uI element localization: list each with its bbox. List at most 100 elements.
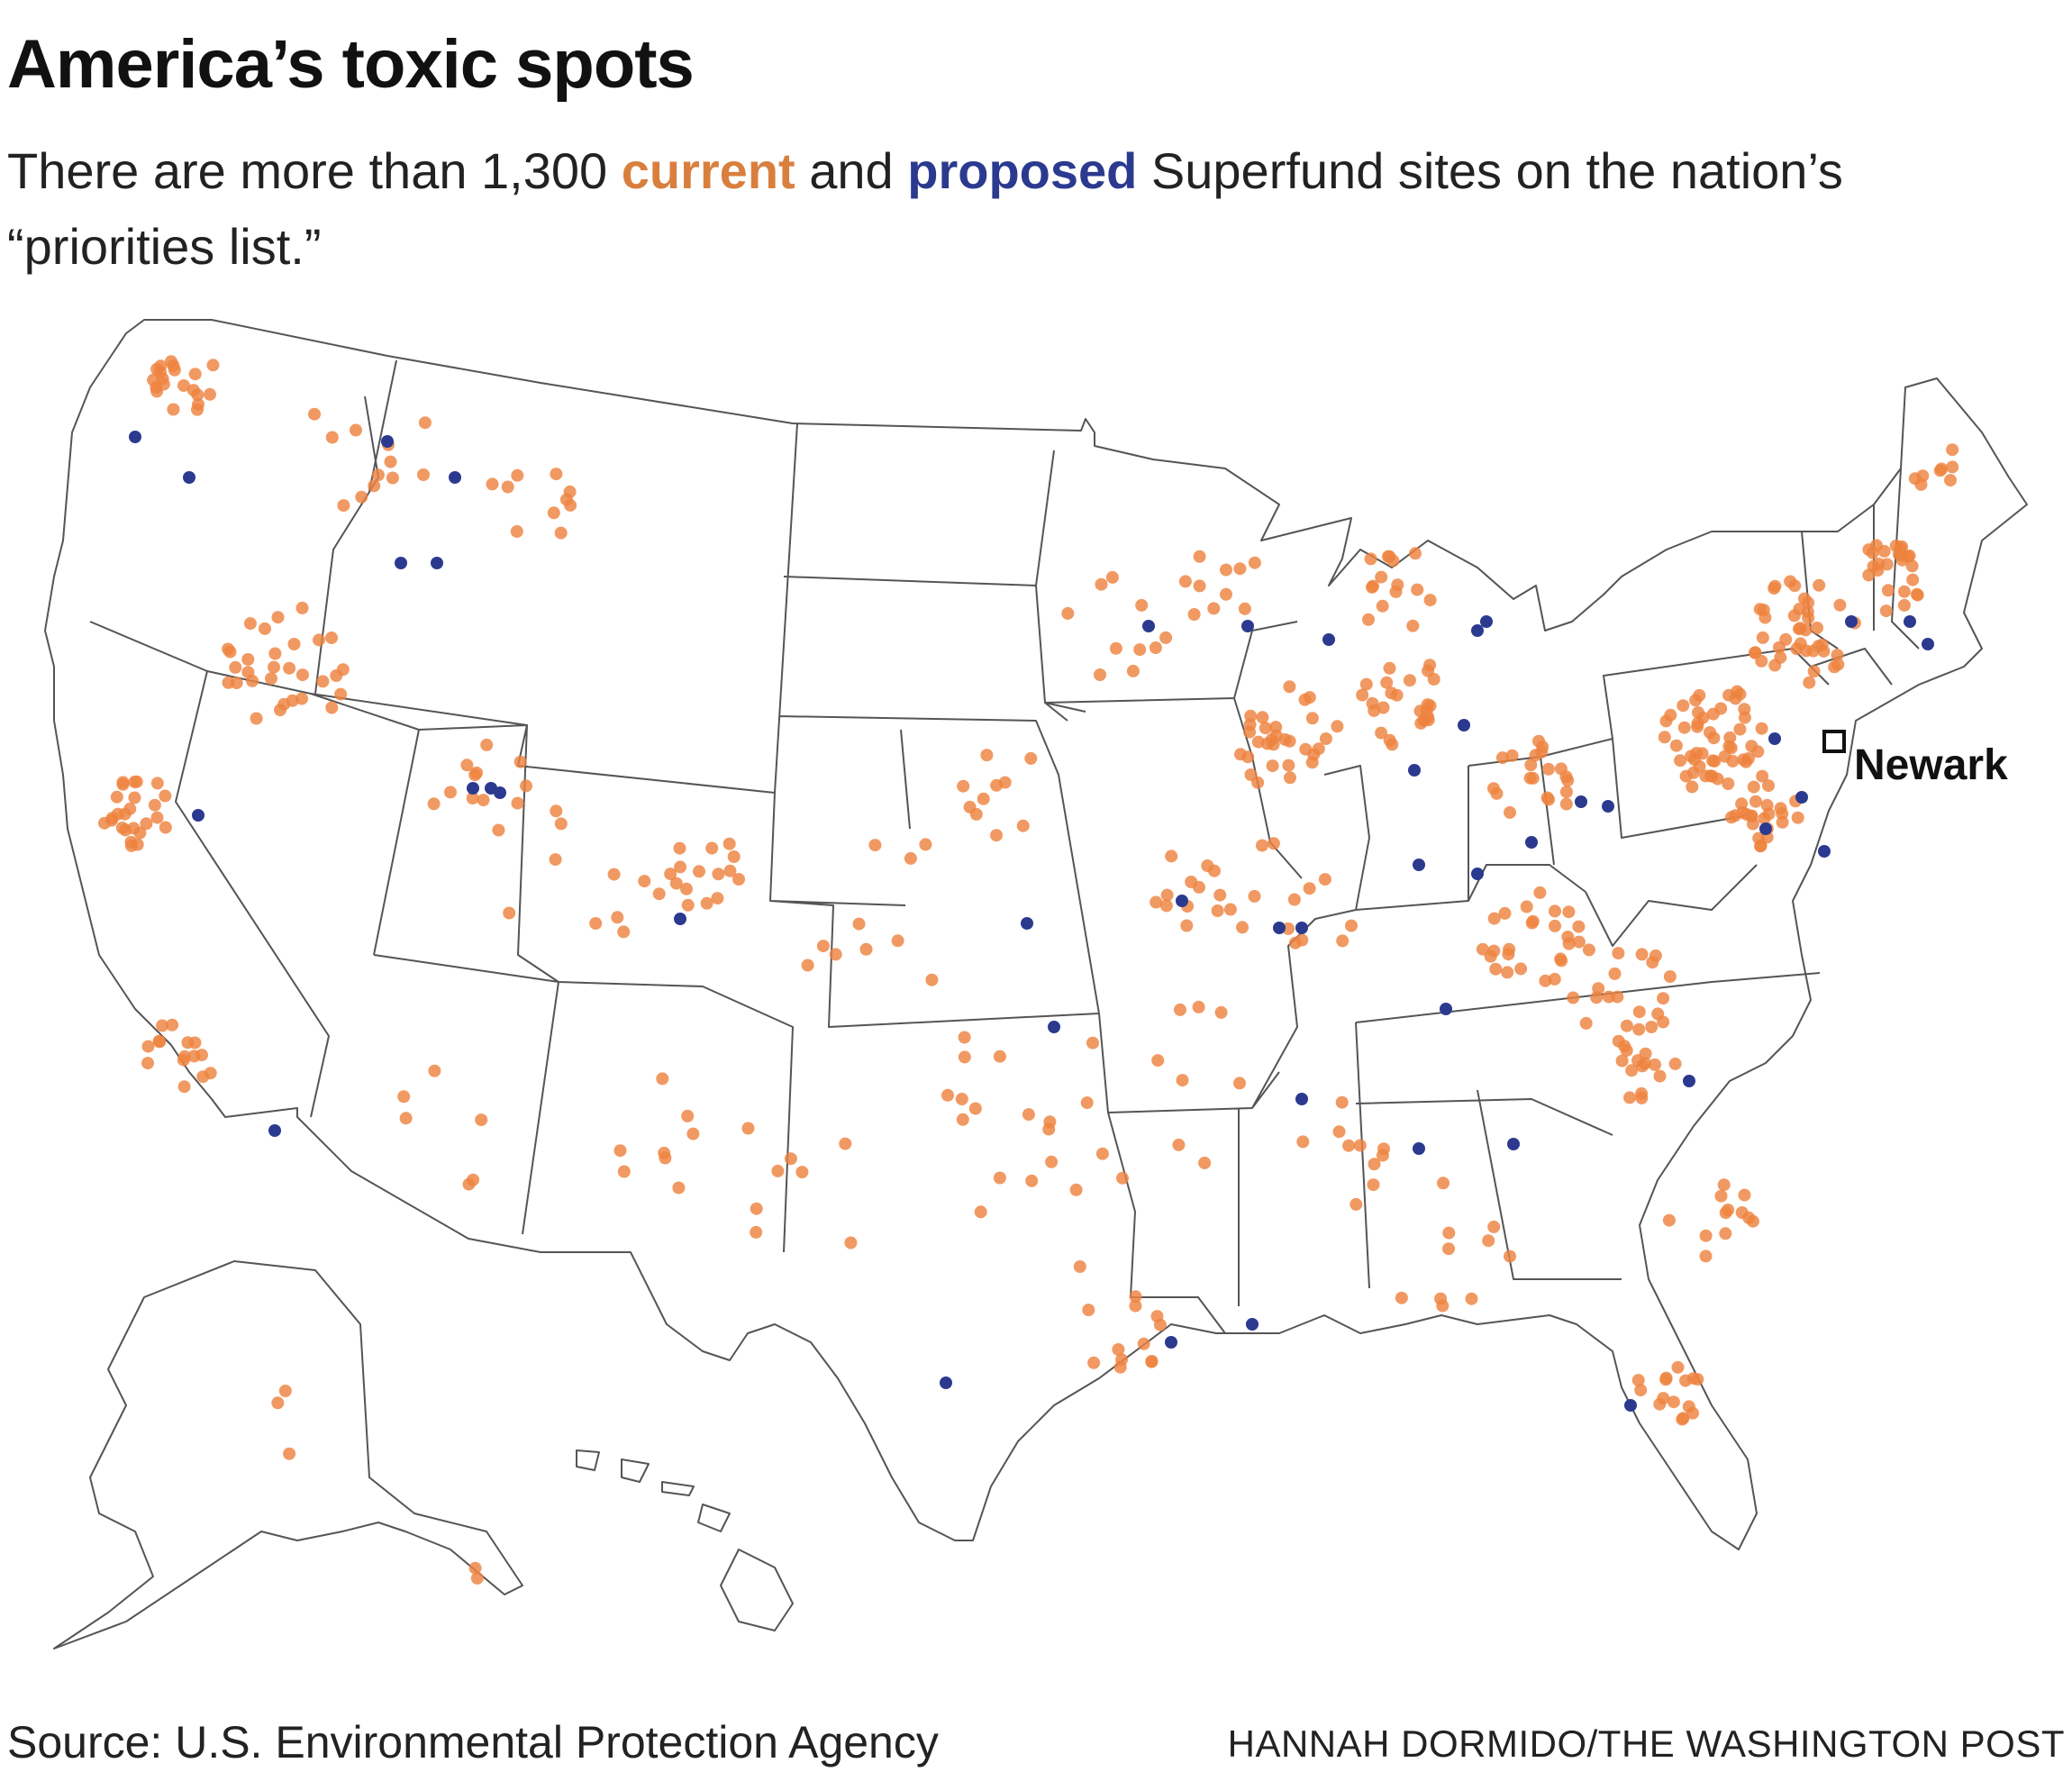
current-site-dot <box>980 749 994 762</box>
current-site-dot <box>1806 644 1820 658</box>
current-site-dot <box>283 661 296 675</box>
current-site-dot <box>1366 580 1378 594</box>
current-site-dot <box>977 792 990 805</box>
current-site-dot <box>1193 579 1206 593</box>
current-site-dot <box>1906 573 1920 586</box>
current-site-dot <box>123 802 137 815</box>
current-site-dot <box>1178 575 1192 588</box>
current-site-dot <box>1336 934 1350 948</box>
current-site-dot <box>1251 735 1265 749</box>
current-site-dot <box>1045 1155 1059 1168</box>
current-site-dot <box>1383 733 1396 747</box>
current-site-dot <box>617 925 631 939</box>
proposed-site-dot <box>1440 1003 1452 1015</box>
current-site-dot <box>955 1093 968 1105</box>
current-site-dot <box>1526 914 1540 928</box>
current-site-dot <box>1319 732 1332 745</box>
current-site-dot <box>1087 1356 1101 1369</box>
current-site-dot <box>1487 912 1501 925</box>
current-site-dot <box>468 1561 482 1575</box>
current-site-dot <box>1612 1034 1625 1048</box>
current-site-dot <box>1238 602 1251 615</box>
proposed-site-dot <box>381 435 394 448</box>
current-site-dot <box>1774 650 1787 664</box>
current-site-dot <box>1095 1147 1109 1160</box>
current-site-dot <box>480 738 494 751</box>
current-site-dot <box>1498 906 1512 920</box>
current-site-dot <box>133 826 147 840</box>
current-site-dot <box>167 403 180 416</box>
current-site-dot <box>1241 750 1255 764</box>
current-site-dot <box>287 638 301 650</box>
proposed-site-dot <box>183 471 195 484</box>
current-site-dot <box>1180 919 1194 932</box>
current-site-dot <box>1282 759 1295 772</box>
current-site-dot <box>1187 608 1201 621</box>
current-site-dot <box>368 479 381 493</box>
current-site-dot <box>1689 694 1703 707</box>
current-site-dot <box>1561 774 1575 787</box>
current-site-dot <box>613 1144 627 1158</box>
current-site-dot <box>1908 472 1922 486</box>
current-site-dot <box>925 973 939 986</box>
current-site-dot <box>1504 1249 1516 1263</box>
current-site-dot <box>1073 1260 1086 1273</box>
current-site-dot <box>672 1181 686 1195</box>
current-site-dot <box>1298 693 1312 706</box>
current-site-dot <box>1377 1142 1390 1156</box>
current-site-dot <box>501 480 514 494</box>
current-site-dot <box>397 1090 411 1104</box>
current-site-dot <box>1112 1343 1125 1356</box>
current-site-dot <box>1105 570 1119 584</box>
current-site-dot <box>520 779 532 793</box>
current-site-dot <box>325 431 339 444</box>
current-site-dot <box>859 942 873 956</box>
current-site-dot <box>428 1064 441 1077</box>
current-site-dot <box>1214 1005 1228 1019</box>
current-site-dot <box>957 779 970 793</box>
proposed-site-dot <box>268 1124 281 1137</box>
current-site-dot <box>1833 598 1847 612</box>
proposed-site-dot <box>1683 1075 1695 1087</box>
current-site-dot <box>1634 1384 1648 1397</box>
current-site-dot <box>968 1102 982 1115</box>
current-site-dot <box>727 850 741 863</box>
current-site-dot <box>1933 464 1947 477</box>
current-site-dot <box>1881 584 1895 597</box>
current-site-dot <box>1375 570 1388 584</box>
current-site-dot <box>1539 974 1552 987</box>
current-site-dot <box>1625 1064 1639 1077</box>
current-site-dot <box>1776 807 1789 821</box>
current-site-dot <box>1790 642 1804 656</box>
byline-credit: HANNAH DORMIDO/THE WASHINGTON POST <box>1227 1722 2065 1765</box>
subtitle-text-end: Superfund sites on the nation’s “priorit… <box>7 142 1843 275</box>
current-site-dot <box>427 797 441 811</box>
current-site-dot <box>868 839 882 852</box>
current-site-dot <box>1559 797 1573 811</box>
current-site-dot <box>283 1447 296 1460</box>
current-site-dot <box>1487 1220 1501 1233</box>
current-site-dot <box>178 1050 191 1063</box>
proposed-site-dot <box>1507 1138 1520 1150</box>
proposed-site-dot <box>395 557 407 569</box>
current-site-dot <box>250 712 263 725</box>
current-site-dot <box>350 423 362 437</box>
current-site-dot <box>1389 585 1403 598</box>
current-site-dot <box>1193 550 1206 563</box>
current-site-dot <box>159 789 172 803</box>
current-site-dot <box>271 611 285 624</box>
current-site-dot <box>1383 661 1396 675</box>
current-site-dot <box>399 1112 413 1125</box>
current-site-dot <box>1897 585 1911 598</box>
proposed-site-dot <box>1048 1021 1060 1033</box>
current-site-dot <box>1659 714 1673 728</box>
current-site-dot <box>124 839 138 852</box>
current-site-dot <box>664 868 677 881</box>
newark-marker <box>1822 730 1846 753</box>
proposed-site-dot <box>1142 620 1155 632</box>
current-site-dot <box>1632 1005 1646 1019</box>
current-site-dot <box>1375 726 1388 740</box>
current-site-dot <box>1251 776 1265 789</box>
current-site-dot <box>673 841 686 855</box>
current-site-dot <box>1520 900 1533 913</box>
